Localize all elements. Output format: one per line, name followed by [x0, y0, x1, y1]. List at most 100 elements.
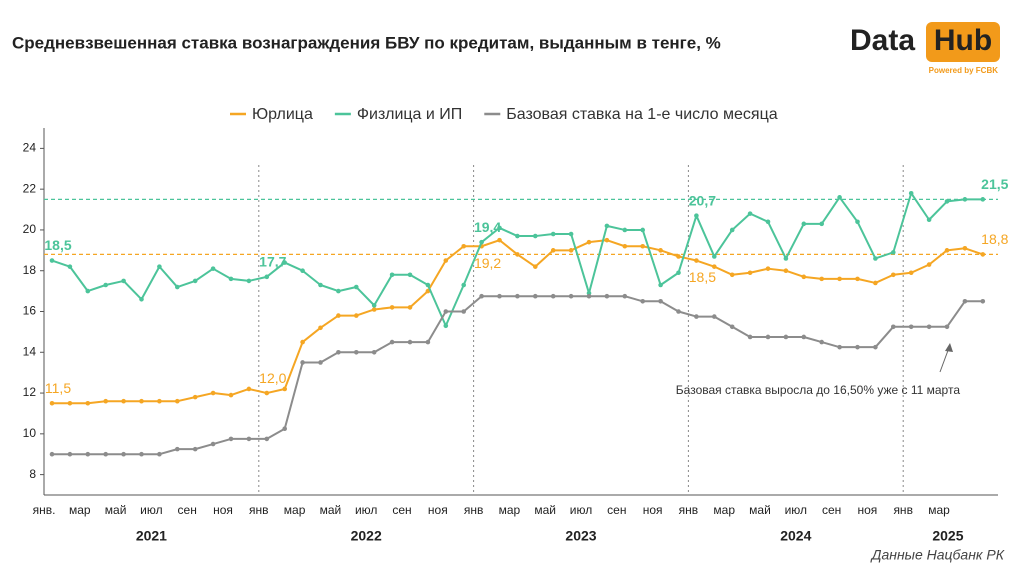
point	[461, 309, 467, 314]
point	[228, 392, 234, 398]
point	[980, 299, 986, 304]
x-tick-label: ноя	[643, 503, 663, 517]
x-tick-label: янв.	[33, 503, 56, 517]
point	[533, 264, 538, 269]
series-line	[52, 295, 983, 456]
point	[980, 252, 986, 257]
point	[192, 394, 198, 400]
y-tick-label: 22	[23, 181, 37, 195]
point	[676, 254, 681, 259]
point	[175, 446, 180, 452]
point	[85, 451, 91, 457]
point	[515, 252, 520, 257]
point	[944, 248, 950, 253]
point	[407, 272, 413, 278]
annotation: Базовая ставка выросла до 16,50% уже с 1…	[676, 383, 961, 397]
point	[926, 324, 932, 330]
point	[765, 266, 771, 271]
value-label: 18,8	[981, 231, 1008, 247]
legend-label: Юрлица	[252, 106, 313, 123]
point	[210, 266, 216, 271]
point	[747, 270, 753, 276]
point	[837, 195, 842, 200]
point	[246, 386, 252, 392]
point	[371, 349, 377, 355]
value-label: 20,7	[689, 192, 716, 208]
point	[837, 276, 842, 282]
point	[622, 227, 628, 233]
point	[729, 227, 735, 233]
x-tick-label: сен	[822, 503, 841, 517]
y-tick-label: 24	[23, 141, 37, 155]
x-tick-label: мар	[284, 503, 306, 517]
point	[246, 436, 252, 442]
point	[139, 451, 144, 457]
point	[443, 323, 449, 329]
y-tick-label: 16	[23, 304, 37, 318]
point	[783, 334, 789, 340]
point	[103, 451, 108, 457]
y-tick-label: 18	[23, 263, 37, 277]
point	[873, 280, 878, 286]
point	[747, 334, 753, 340]
x-tick-label: мар	[499, 503, 521, 517]
point	[801, 274, 807, 280]
point	[550, 293, 556, 299]
point	[479, 293, 484, 299]
point	[389, 305, 395, 310]
point	[354, 284, 359, 290]
x-tick-label: май	[749, 503, 771, 517]
point	[175, 398, 180, 404]
point	[873, 344, 878, 350]
point	[139, 398, 144, 404]
point	[640, 243, 645, 249]
point	[515, 233, 520, 239]
point	[407, 339, 413, 345]
point	[604, 237, 610, 243]
point	[121, 398, 126, 404]
point	[980, 197, 986, 202]
x-tick-label: янв	[249, 503, 269, 517]
point	[461, 282, 467, 288]
x-tick-label: сен	[607, 503, 626, 517]
point	[658, 282, 663, 288]
point	[103, 282, 108, 288]
point	[908, 190, 914, 196]
year-label: 2023	[565, 528, 596, 544]
point	[622, 293, 628, 299]
point	[658, 299, 663, 304]
point	[67, 264, 73, 269]
legend-label: Физлица и ИП	[357, 106, 462, 123]
point	[336, 349, 341, 355]
point	[282, 260, 288, 265]
point	[586, 239, 592, 245]
value-label: 17,7	[259, 254, 286, 270]
point	[282, 386, 288, 392]
x-tick-label: янв	[893, 503, 913, 517]
point	[819, 276, 824, 282]
chart-title: Средневзвешенная ставка вознаграждения Б…	[12, 33, 721, 52]
point	[640, 299, 645, 304]
point	[425, 282, 431, 288]
point	[354, 313, 359, 318]
point	[837, 344, 842, 350]
point	[192, 278, 198, 284]
point	[425, 339, 431, 345]
point	[783, 268, 789, 274]
point	[712, 254, 717, 259]
point	[550, 231, 556, 237]
point	[443, 309, 449, 314]
logo-tagline: Powered by FCBK	[929, 66, 999, 75]
point	[85, 288, 91, 294]
point	[944, 324, 950, 330]
point	[264, 274, 270, 280]
point	[712, 264, 717, 269]
x-tick-label: сен	[392, 503, 411, 517]
x-tick-label: мар	[928, 503, 950, 517]
point	[264, 436, 270, 442]
y-tick-label: 10	[23, 426, 37, 440]
point	[354, 349, 359, 355]
year-label: 2024	[780, 528, 811, 544]
value-label: 19,2	[474, 255, 501, 271]
